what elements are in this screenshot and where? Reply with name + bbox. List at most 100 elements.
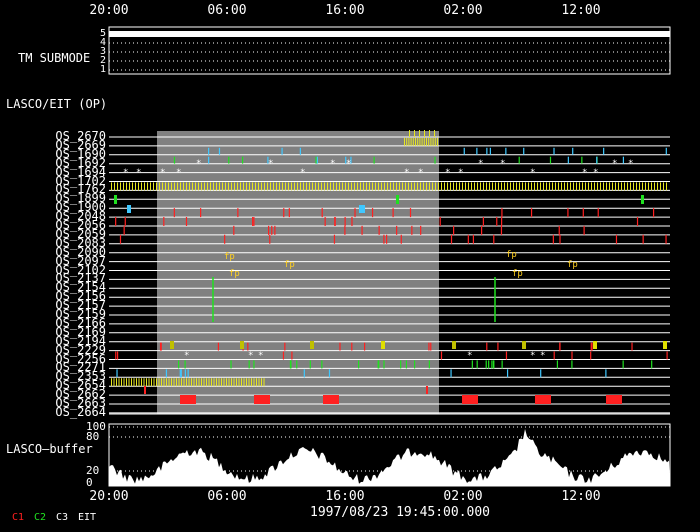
os-event-mark [339,182,340,191]
os-row-label: OS_2090 [55,244,106,259]
os-row-label: OS_2669 [55,137,106,152]
os-event-mark [409,130,410,137]
os-event-mark [465,182,466,191]
os-event-mark [160,342,162,351]
os-star-mark: * [467,351,472,361]
os-event-mark [246,378,247,387]
os-event-mark [218,378,220,387]
os-event-mark [156,378,157,387]
os-event-mark [573,182,574,191]
os-event-mark [116,369,118,378]
os-event-mark [198,182,199,191]
os-event-mark [383,234,385,244]
os-event-mark [198,378,200,387]
os-row-label: OS_1692 [55,155,106,170]
os-event-mark [333,182,334,191]
os-fp-mark: fp [284,260,295,270]
os-event-mark [135,182,136,191]
os-event-mark [462,395,478,404]
os-star-mark: * [593,168,598,178]
os-event-mark [381,341,385,349]
os-event-mark [128,378,130,387]
os-event-mark [378,182,379,191]
os-row-label: OS_1899 [55,191,106,206]
os-event-mark [117,182,118,191]
os-event-mark [208,147,210,155]
os-event-mark [414,130,415,137]
os-event-mark [665,147,667,155]
os-event-mark [474,182,475,191]
os-event-mark [440,351,443,360]
os-event-mark [196,378,197,387]
os-event-mark [482,217,484,226]
os-event-mark [383,360,385,369]
os-event-mark [252,182,253,191]
os-star-mark: * [478,159,483,169]
top-time-tick: 20:00 [89,3,129,18]
os-event-mark [471,182,472,191]
os-event-mark [248,378,250,387]
os-event-mark [491,360,493,369]
os-event-mark [231,182,232,191]
os-star-mark: * [500,159,505,169]
os-row-label: OS_2056 [55,218,106,232]
lasco-buffer-label: LASCO–buffer [6,442,93,456]
os-event-mark [253,217,255,226]
os-row-label: OS_2664 [55,404,106,419]
os-event-mark [161,378,162,387]
os-event-mark [327,182,328,191]
os-event-mark [185,217,188,226]
os-event-mark [582,208,584,218]
os-event-mark [309,182,310,191]
os-event-mark [153,182,154,191]
os-event-mark [281,147,283,155]
os-event-mark [378,360,380,369]
os-event-mark [489,147,491,155]
os-event-mark [402,182,403,191]
os-event-mark [156,182,157,191]
os-event-mark [359,205,365,213]
os-event-mark [513,182,514,191]
os-event-mark [228,182,229,191]
os-event-mark [441,182,442,191]
os-event-mark [523,147,525,155]
os-event-mark [552,182,553,191]
os-event-mark [549,156,552,164]
bottom-time-tick: 02:00 [443,489,483,504]
os-event-mark [396,195,399,204]
os-event-mark [434,130,435,137]
os-event-mark [321,360,323,369]
os-event-mark [525,182,526,191]
os-event-mark [261,378,262,387]
os-event-mark [567,182,568,191]
os-event-mark [116,378,117,387]
os-event-mark [500,225,503,235]
os-event-mark [432,137,434,146]
os-event-mark [248,360,250,369]
os-event-mark [399,182,400,191]
os-event-mark [121,378,122,387]
os-event-mark [429,182,430,191]
os-event-mark [201,182,202,191]
os-event-mark [171,378,172,387]
os-event-mark [124,217,126,226]
os-event-mark [583,225,585,235]
os-event-mark [200,208,202,218]
os-star-mark: * [330,159,335,169]
os-event-mark [183,182,184,191]
os-row-label: OS_1694 [55,164,106,179]
os-event-mark [252,217,254,226]
os-event-mark [429,130,430,137]
os-event-mark [555,182,556,191]
os-event-mark [345,182,346,191]
os-event-mark [597,208,599,218]
os-event-mark [530,208,533,218]
os-event-mark [208,156,210,164]
os-event-mark [312,182,313,191]
os-event-mark [582,182,583,191]
os-event-mark [400,360,402,369]
os-event-mark [501,182,502,191]
os-event-mark [150,182,151,191]
os-event-mark [408,182,409,191]
os-event-mark [132,182,133,191]
